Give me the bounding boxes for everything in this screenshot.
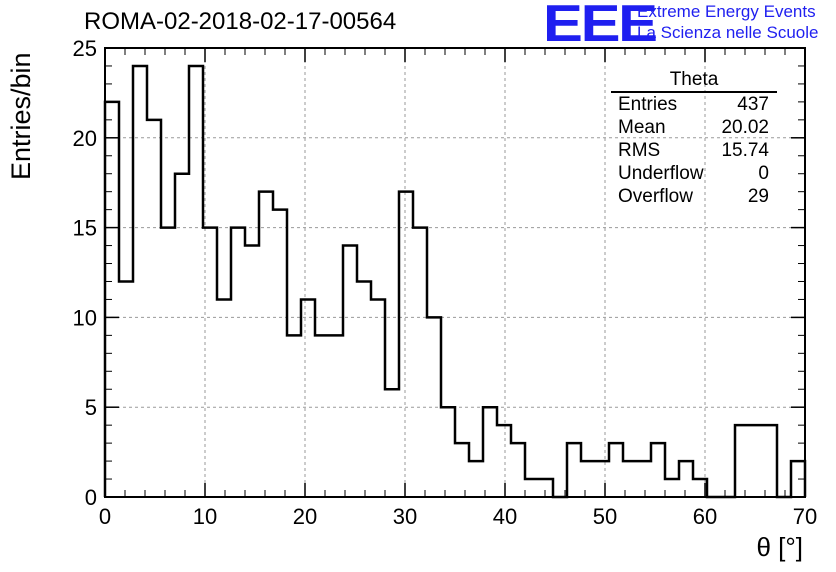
histogram-bin (315, 335, 329, 497)
histogram-bin (231, 228, 245, 497)
histogram-bin (469, 461, 483, 497)
stats-value: 437 (737, 94, 769, 115)
histogram-bin (441, 407, 455, 497)
stats-row-underflow: Underflow 0 (611, 162, 777, 185)
histogram-bin (511, 443, 525, 497)
stats-label: Mean (618, 117, 666, 138)
stats-row-entries: Entries 437 (611, 93, 777, 116)
histogram-bin (357, 281, 371, 497)
histogram-bin (679, 461, 693, 497)
histogram-bin (301, 299, 315, 497)
histogram-bin (147, 120, 161, 497)
x-tick-label: 50 (593, 504, 617, 529)
histogram-bin (763, 425, 777, 497)
x-tick-label: 30 (393, 504, 417, 529)
y-tick-labels: 0 5 10 15 20 25 (73, 36, 97, 510)
histogram-bin (399, 192, 413, 497)
stats-value: 20.02 (721, 117, 769, 138)
stats-label: Entries (618, 94, 678, 115)
histogram-bin (217, 299, 231, 497)
histogram-bin (175, 174, 189, 497)
histogram-bin (371, 299, 385, 497)
y-tick-label: 20 (73, 126, 97, 151)
histogram-bin (413, 228, 427, 497)
histogram-bin (609, 443, 623, 497)
histogram-outline (103, 64, 807, 499)
histogram-bin (273, 210, 287, 497)
run-title: ROMA-02-2018-02-17-00564 (84, 8, 397, 35)
y-tick-label: 5 (85, 395, 97, 420)
y-axis-label: Entries/bin (6, 52, 36, 180)
x-tick-labels: 0 10 20 30 40 50 60 70 (99, 504, 817, 529)
stats-title: Theta (611, 70, 777, 93)
stats-value: 29 (747, 186, 769, 207)
grid-lines (105, 48, 805, 497)
x-axis-label: θ [°] (756, 532, 803, 562)
y-tick-label: 10 (73, 305, 97, 330)
logo-tagline-2: La Scienza nelle Scuole (637, 23, 819, 42)
x-tick-label: 20 (293, 504, 317, 529)
x-tick-label: 60 (693, 504, 717, 529)
stats-row-overflow: Overflow 29 (611, 185, 777, 208)
histogram-bin (133, 66, 147, 497)
histogram-bin (189, 66, 203, 497)
stats-label: Underflow (618, 163, 704, 184)
y-tick-label: 25 (73, 36, 97, 61)
histogram-bin (525, 479, 539, 497)
histogram-bin (539, 479, 553, 497)
histogram-bin (637, 461, 651, 497)
x-tick-label: 0 (99, 504, 111, 529)
histogram-bin (119, 281, 133, 497)
x-tick-label: 40 (493, 504, 517, 529)
histogram-bin (259, 192, 273, 497)
stats-value: 15.74 (721, 140, 769, 161)
histogram-bin (595, 461, 609, 497)
histogram-bin (161, 228, 175, 497)
stats-value: 0 (758, 163, 769, 184)
stats-box: Theta Entries 437 Mean 20.02 RMS 15.74 U… (611, 70, 777, 208)
histogram-bin (651, 443, 665, 497)
stats-label: RMS (618, 140, 661, 161)
histogram-bin (245, 246, 259, 497)
histogram-bin (329, 335, 343, 497)
stats-row-mean: Mean 20.02 (611, 116, 777, 139)
histogram-bin (455, 443, 469, 497)
histogram-bin (581, 461, 595, 497)
histogram-bin (567, 443, 581, 497)
histogram-bin (749, 425, 763, 497)
histogram-bin (483, 407, 497, 497)
histogram-bin (497, 425, 511, 497)
y-tick-label: 0 (85, 485, 97, 510)
eee-logo: EEE (543, 0, 658, 53)
x-tick-label: 70 (793, 504, 817, 529)
stats-label: Overflow (618, 186, 693, 207)
y-tick-label: 15 (73, 216, 97, 241)
histogram-bin (385, 389, 399, 497)
x-tick-label: 10 (193, 504, 217, 529)
histogram-bin (665, 479, 679, 497)
histogram-bin (287, 335, 301, 497)
histogram-bin (735, 425, 749, 497)
stats-row-rms: RMS 15.74 (611, 139, 777, 162)
histogram-bin (343, 246, 357, 497)
logo-tagline-1: Extreme Energy Events (637, 2, 816, 21)
